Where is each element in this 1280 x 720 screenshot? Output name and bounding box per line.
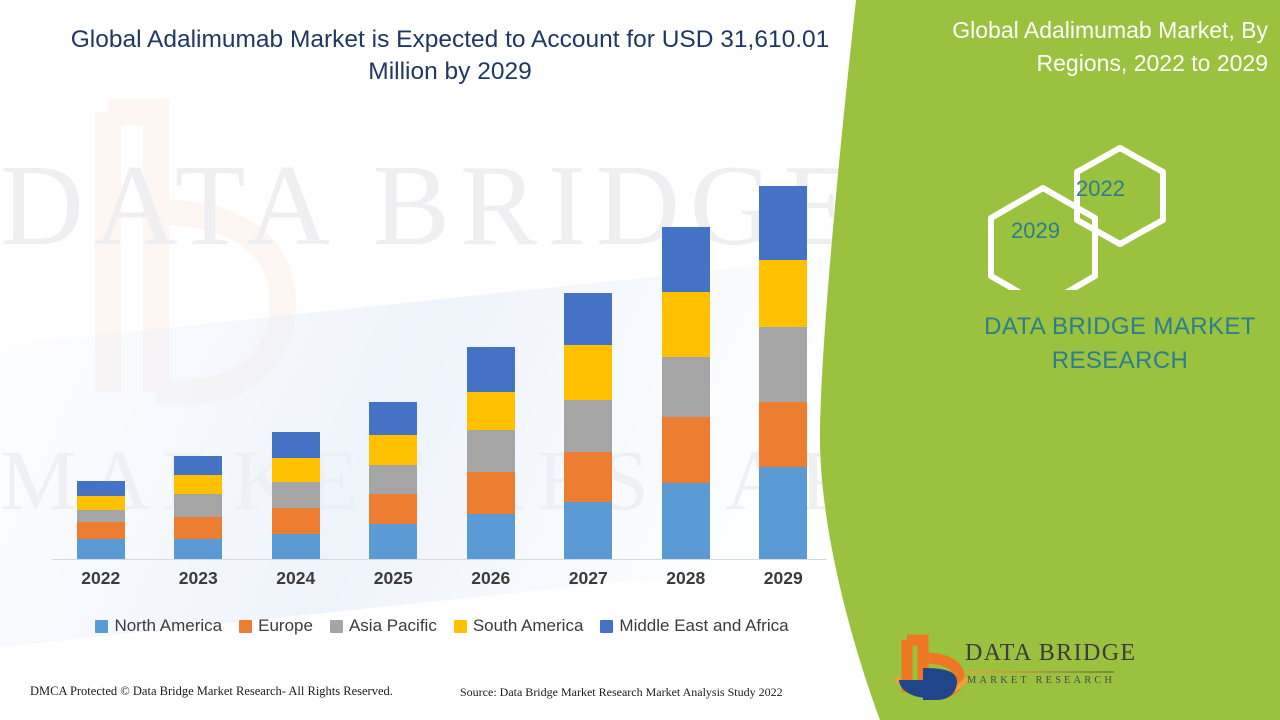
data-bridge-logo: DATA BRIDGE MARKET RESEARCH <box>893 634 1135 704</box>
bar-segment <box>759 260 808 328</box>
x-axis-line <box>52 559 827 560</box>
legend-swatch-icon <box>239 619 253 633</box>
legend-swatch-icon <box>453 619 467 633</box>
brand-name-line1: DATA BRIDGE MARKET <box>984 313 1256 340</box>
bar-segment <box>271 458 320 483</box>
x-axis-label: 2029 <box>763 568 803 588</box>
bar-segment <box>564 452 613 502</box>
x-axis-label: 2026 <box>471 568 511 588</box>
bar-segment <box>174 475 223 495</box>
panel-title: Global Adalimumab Market, By Regions, 20… <box>952 17 1268 76</box>
bar-segment <box>76 522 125 539</box>
legend-item[interactable]: Europe <box>239 616 313 636</box>
bar-segment <box>174 539 223 559</box>
x-axis-label: 2027 <box>568 568 608 588</box>
bar-stack <box>466 347 515 559</box>
x-axis-label: 2024 <box>276 568 316 588</box>
bar-segment <box>369 494 418 525</box>
bar-segment <box>661 227 710 293</box>
legend-item[interactable]: Middle East and Africa <box>600 616 789 636</box>
legend-swatch-icon <box>329 619 343 633</box>
hexagon-label-end: 2029 <box>1011 218 1060 243</box>
legend-label: Asia Pacific <box>348 616 437 635</box>
legend-swatch-icon <box>95 619 109 633</box>
footer-source: Source: Data Bridge Market Research Mark… <box>460 685 783 699</box>
bar-segment <box>661 292 710 358</box>
bar-segment <box>661 417 710 483</box>
bar-segment <box>564 345 613 401</box>
bar-segment <box>661 483 710 559</box>
bar-segment <box>76 481 125 497</box>
legend-item[interactable]: Asia Pacific <box>329 616 437 636</box>
bar-segment <box>466 430 515 473</box>
bar-segment <box>564 400 613 453</box>
bar-segment <box>76 539 125 559</box>
bar-segment <box>759 186 808 261</box>
brand-name: DATA BRIDGE MARKET RESEARCH <box>960 310 1280 378</box>
hexagon-2022-shape <box>1074 145 1166 247</box>
bar-stack <box>76 481 125 559</box>
legend-label: North America <box>114 616 223 635</box>
bar-segment <box>76 510 125 522</box>
bar-segment <box>271 482 320 509</box>
bar-segment <box>466 472 515 514</box>
x-axis-label: 2025 <box>373 568 413 588</box>
legend-item[interactable]: North America <box>95 616 222 636</box>
legend-item[interactable]: South America <box>453 616 584 636</box>
chart-plot-area <box>52 150 832 560</box>
bar-segment <box>369 402 418 436</box>
bar-segment <box>76 496 125 510</box>
hexagon-outlines <box>988 145 1166 309</box>
bar-segment <box>759 402 808 467</box>
hexagon-badges: 2022 2029 <box>975 140 1190 309</box>
logo-subtitle: MARKET RESEARCH <box>967 675 1116 686</box>
bar-segment <box>174 494 223 518</box>
chart-legend: North America Europe Asia Pacific South Ame… <box>52 616 832 636</box>
bar-segment <box>466 392 515 431</box>
bar-segment <box>466 514 515 559</box>
legend-label: Middle East and Africa <box>619 616 789 635</box>
x-axis-labels: 2022 2023 2024 2025 2026 2027 2028 2029 <box>52 568 832 594</box>
legend-label: Europe <box>258 616 313 635</box>
logo-divider <box>966 671 1114 673</box>
x-axis-label: 2023 <box>178 568 218 588</box>
bar-segment <box>271 432 320 459</box>
bar-segment <box>564 293 613 346</box>
bar-segment <box>174 517 223 539</box>
logo-wordmark: DATA BRIDGE <box>965 640 1137 666</box>
x-axis-label: 2028 <box>666 568 706 588</box>
bar-segment <box>369 465 418 495</box>
brand-name-line2: RESEARCH <box>1051 347 1189 375</box>
footer-copyright: DMCA Protected © Data Bridge Market Rese… <box>30 684 393 698</box>
bar-stack <box>369 402 418 559</box>
legend-label: South America <box>472 616 584 635</box>
bar-segment <box>661 357 710 418</box>
bar-segment <box>369 435 418 466</box>
x-axis-label: 2022 <box>81 568 121 588</box>
bar-stack <box>174 456 223 559</box>
bar-segment <box>369 524 418 559</box>
hexagon-label-start: 2022 <box>1076 176 1125 201</box>
bar-stack <box>564 293 613 559</box>
legend-swatch-icon <box>600 619 614 633</box>
bar-segment <box>564 502 613 559</box>
bar-segment <box>271 534 320 559</box>
bar-segment <box>271 508 320 535</box>
bar-segment <box>759 467 808 559</box>
bar-stack <box>759 186 808 559</box>
logo-mark <box>893 634 970 700</box>
bar-segment <box>759 327 808 403</box>
bar-segment <box>174 456 223 476</box>
bar-stack <box>661 227 710 559</box>
bar-segment <box>466 347 515 393</box>
bar-stack <box>271 432 320 559</box>
chart-title: Global Adalimumab Market is Expected to … <box>70 26 830 86</box>
